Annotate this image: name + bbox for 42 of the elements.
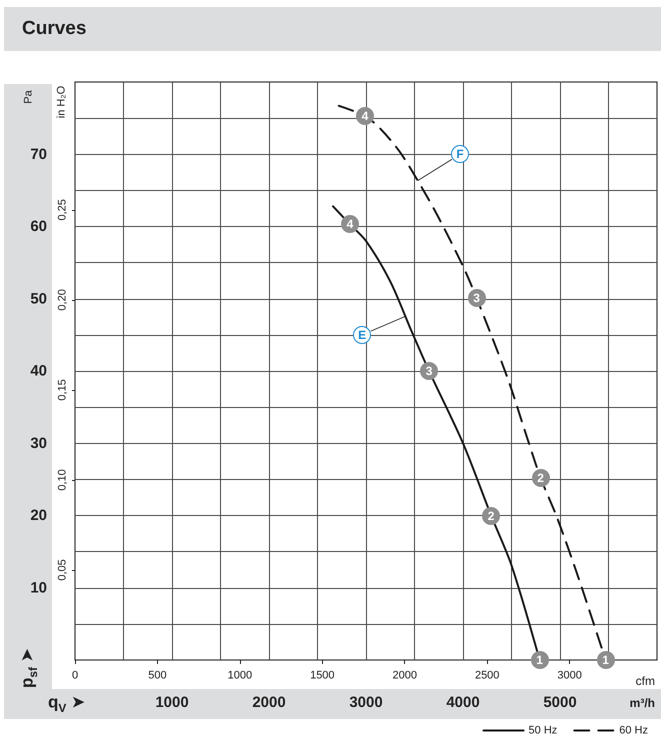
legend-label: 50 Hz bbox=[528, 724, 558, 736]
x-tick-label: 5000 bbox=[543, 694, 577, 711]
y-tick-label: 30 bbox=[30, 434, 47, 452]
x2-tick-label: 2000 bbox=[392, 670, 417, 682]
y-tick-label: 40 bbox=[30, 362, 47, 380]
y-tick-label: 50 bbox=[30, 290, 47, 308]
annotation: 2 bbox=[482, 506, 500, 524]
x-tick-label: 4000 bbox=[446, 694, 480, 711]
annotation: 1 bbox=[530, 651, 549, 669]
y2-tick-label: 0,15 bbox=[56, 379, 68, 401]
annotation: E bbox=[353, 326, 372, 344]
annotation: 3 bbox=[420, 362, 438, 380]
legend-label: 60 Hz bbox=[619, 724, 648, 736]
annotation: 4 bbox=[356, 106, 374, 125]
x2-tick-label: 2500 bbox=[474, 670, 500, 682]
x2-tick-label: 1500 bbox=[310, 670, 335, 682]
x2-tick-label: 1000 bbox=[228, 670, 252, 682]
x2-tick-label: 0 bbox=[72, 670, 78, 682]
x2-tick-label: 500 bbox=[148, 670, 167, 682]
y-axis-title: Pa bbox=[22, 90, 36, 104]
y-tick-label: 70 bbox=[30, 146, 47, 163]
y2-tick-label: 0,10 bbox=[56, 469, 68, 491]
y2-tick-label: 0,20 bbox=[56, 289, 68, 311]
x-tick-label: 2000 bbox=[252, 694, 286, 711]
annotation: 1 bbox=[596, 651, 615, 669]
y-tick-label: 20 bbox=[30, 507, 47, 524]
y-tick-label: 10 bbox=[30, 579, 47, 596]
x2-axis-title: cfm bbox=[636, 674, 655, 689]
text: q$_{V}$ ➤ bbox=[48, 692, 86, 716]
y2-tick-label: 0,25 bbox=[56, 199, 68, 221]
x-tick-label: 3000 bbox=[349, 694, 383, 711]
x2-tick-label: 3000 bbox=[557, 670, 582, 682]
annotation: 2 bbox=[532, 468, 550, 487]
annotation: 3 bbox=[468, 289, 486, 308]
chart-title: Curves bbox=[22, 18, 86, 40]
y2-axis-title: in H₂O bbox=[56, 86, 68, 118]
y-tick-label: 60 bbox=[30, 218, 47, 235]
x-tick-label: 1000 bbox=[155, 694, 189, 711]
annotation: 4 bbox=[340, 215, 359, 234]
x-axis-title: m³/h bbox=[630, 696, 655, 711]
y2-tick-label: 0,05 bbox=[56, 559, 68, 581]
annotation: F bbox=[451, 145, 470, 164]
